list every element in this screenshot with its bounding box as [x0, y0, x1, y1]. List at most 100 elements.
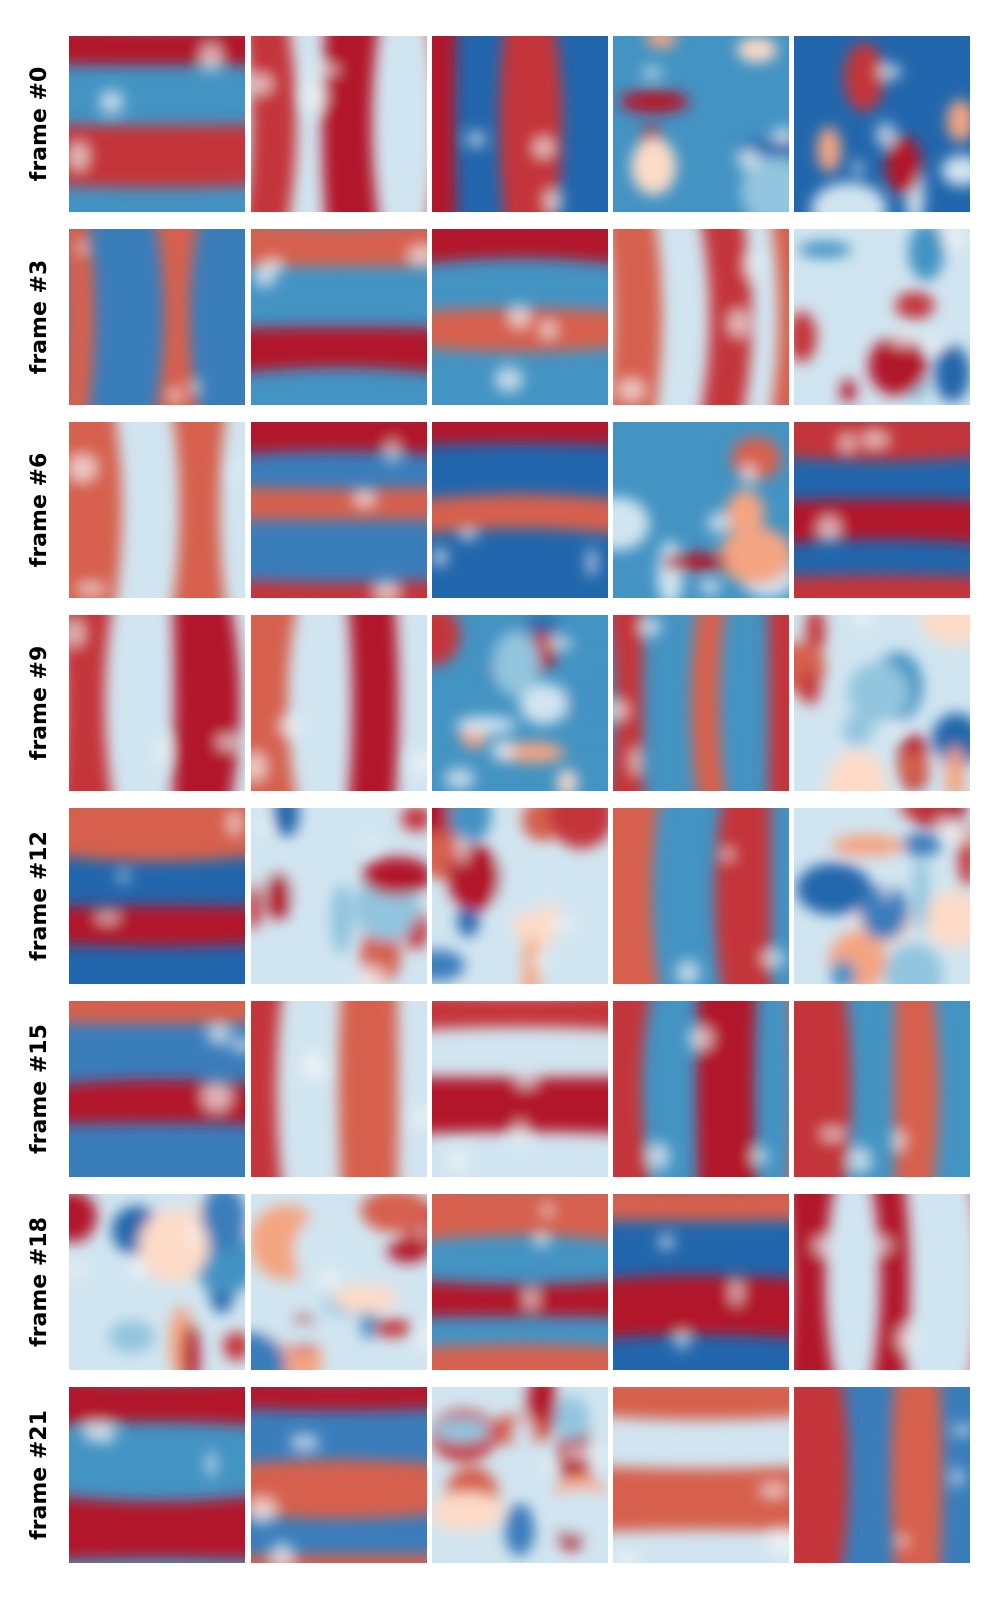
- blob: [432, 949, 465, 982]
- band: [613, 1466, 789, 1532]
- field-panel: [794, 422, 970, 598]
- field-pattern: [251, 1001, 427, 1177]
- highlight: [707, 512, 731, 534]
- highlight: [533, 952, 546, 972]
- blob: [223, 1331, 245, 1361]
- field-panel: [613, 1001, 789, 1177]
- blob: [842, 714, 873, 746]
- blob: [401, 808, 427, 832]
- highlight: [647, 1141, 670, 1171]
- highlight: [657, 1235, 675, 1250]
- blob: [360, 1194, 427, 1233]
- highlight: [130, 1259, 147, 1279]
- field-panel: [794, 1001, 970, 1177]
- field-pattern: [432, 36, 563, 212]
- highlight: [202, 1081, 232, 1112]
- field-pattern: [69, 808, 245, 947]
- band: [613, 615, 644, 791]
- field-panel: [432, 808, 608, 984]
- field-panel: [613, 1387, 789, 1563]
- row-label: frame #12: [27, 831, 52, 961]
- field-panel: [251, 422, 427, 598]
- band: [251, 487, 427, 521]
- blob: [840, 379, 857, 404]
- blob: [646, 36, 677, 49]
- highlight: [897, 1325, 917, 1353]
- blob: [432, 615, 461, 666]
- field-pattern: [432, 1194, 608, 1370]
- blob: [138, 1209, 209, 1283]
- highlight: [547, 917, 575, 930]
- field-pattern: [432, 229, 608, 393]
- band: [69, 124, 245, 188]
- highlight: [417, 1227, 427, 1239]
- blob: [613, 496, 650, 551]
- blob: [945, 745, 965, 791]
- highlight: [317, 1270, 340, 1287]
- field-panel: [251, 1001, 427, 1177]
- blob: [843, 42, 885, 112]
- blob: [946, 99, 970, 143]
- highlight: [848, 1146, 873, 1175]
- band: [251, 229, 427, 267]
- field-panel: [251, 1387, 427, 1563]
- blob: [817, 126, 842, 173]
- field-pattern: [251, 1387, 427, 1563]
- highlight: [540, 320, 557, 339]
- highlight: [889, 332, 917, 348]
- row-label: frame #6: [27, 453, 52, 568]
- highlight: [750, 1148, 769, 1164]
- row-label: frame #18: [27, 1217, 52, 1347]
- highlight: [879, 1237, 891, 1254]
- highlight: [891, 1129, 906, 1152]
- blob: [333, 1284, 398, 1313]
- highlight: [920, 339, 947, 352]
- blob: [619, 90, 690, 114]
- highlight: [840, 434, 855, 453]
- highlight: [508, 303, 531, 329]
- field-pattern: [251, 422, 427, 598]
- highlight: [741, 463, 757, 486]
- highlight: [813, 1237, 830, 1255]
- highlight: [736, 149, 761, 170]
- highlight: [408, 245, 427, 266]
- highlight: [168, 389, 183, 402]
- highlight: [417, 1322, 427, 1352]
- blob: [545, 1488, 608, 1535]
- field-pattern: [794, 615, 970, 791]
- highlight: [260, 814, 271, 837]
- highlight: [156, 738, 170, 765]
- band: [613, 1275, 789, 1338]
- band: [69, 1079, 245, 1124]
- highlight: [675, 1331, 690, 1350]
- highlight: [543, 1459, 560, 1473]
- highlight: [586, 547, 597, 578]
- highlight: [77, 242, 89, 254]
- blob: [294, 1215, 357, 1288]
- highlight: [467, 130, 485, 148]
- band: [794, 499, 970, 543]
- highlight: [200, 43, 222, 72]
- field-panel: [794, 229, 970, 405]
- highlight: [116, 871, 131, 882]
- highlight: [300, 1058, 327, 1080]
- field-pattern: [613, 615, 789, 791]
- field-panel: [432, 422, 608, 598]
- highlight: [730, 1278, 743, 1306]
- highlight: [562, 1446, 590, 1460]
- highlight: [687, 1026, 713, 1050]
- highlight: [456, 835, 468, 865]
- field-pattern: [432, 1001, 608, 1172]
- field-pattern: [69, 36, 245, 188]
- blob: [457, 903, 480, 937]
- band: [432, 308, 608, 353]
- highlight: [761, 950, 786, 967]
- highlight: [544, 189, 563, 212]
- blob: [522, 935, 540, 984]
- blob: [519, 682, 569, 725]
- highlight: [545, 636, 573, 650]
- highlight: [491, 739, 516, 762]
- blob: [565, 658, 608, 734]
- blob: [432, 1492, 505, 1531]
